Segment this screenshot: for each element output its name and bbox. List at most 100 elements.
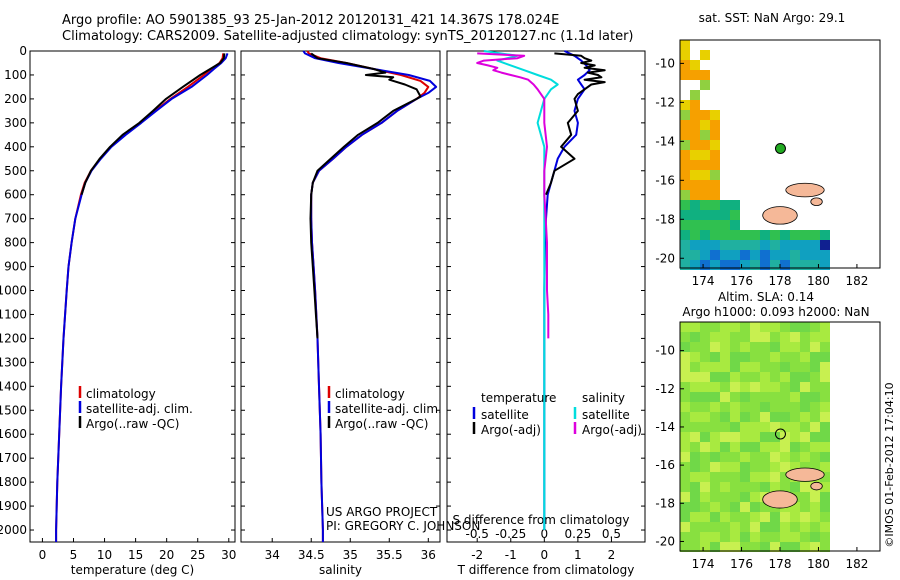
- map-grid-cell: [680, 362, 690, 372]
- map-grid-cell: [680, 442, 690, 452]
- map-grid-cell: [680, 392, 690, 402]
- map-grid-cell: [680, 462, 690, 472]
- map-grid-cell: [690, 472, 700, 482]
- x-tick-label: 35.5: [376, 548, 403, 562]
- sla-map-layer: [680, 322, 830, 552]
- map-y-tick-label: -12: [655, 382, 675, 396]
- map-grid-cell: [820, 522, 830, 532]
- map-grid-cell: [820, 422, 830, 432]
- map-grid-cell: [720, 422, 730, 432]
- map-grid-cell: [730, 240, 740, 250]
- x-tick-label: 35: [343, 548, 358, 562]
- map-grid-cell: [710, 140, 720, 150]
- map-grid-cell: [720, 352, 730, 362]
- map-grid-cell: [760, 442, 770, 452]
- map-grid-cell: [700, 382, 710, 392]
- map-grid-cell: [820, 230, 830, 240]
- map-grid-cell: [800, 542, 810, 552]
- map-grid-cell: [790, 522, 800, 532]
- map-grid-cell: [740, 462, 750, 472]
- legend-heading: temperature: [481, 391, 556, 405]
- map-grid-cell: [700, 392, 710, 402]
- depth-tick-label: 2000: [0, 523, 27, 537]
- map-grid-cell: [810, 422, 820, 432]
- map-grid-cell: [780, 472, 790, 482]
- map-grid-cell: [790, 342, 800, 352]
- map-grid-cell: [690, 170, 700, 180]
- map-grid-cell: [760, 342, 770, 352]
- map-grid-cell: [760, 382, 770, 392]
- map-grid-cell: [790, 442, 800, 452]
- map-grid-cell: [700, 442, 710, 452]
- map-grid-cell: [770, 230, 780, 240]
- map-grid-cell: [820, 362, 830, 372]
- map-x-tick-label: 182: [845, 274, 868, 288]
- map-grid-cell: [820, 402, 830, 412]
- map-grid-cell: [750, 522, 760, 532]
- map-grid-cell: [820, 332, 830, 342]
- map-grid-cell: [800, 502, 810, 512]
- map-grid-cell: [690, 542, 700, 552]
- map-x-tick-label: 176: [730, 557, 753, 571]
- map-grid-cell: [810, 342, 820, 352]
- map-grid-cell: [680, 230, 690, 240]
- map-grid-cell: [690, 422, 700, 432]
- map-grid-cell: [730, 322, 740, 332]
- map-grid-cell: [690, 392, 700, 402]
- map-grid-cell: [690, 452, 700, 462]
- depth-tick-label: 1900: [0, 499, 27, 513]
- map-grid-cell: [730, 472, 740, 482]
- map-grid-cell: [760, 412, 770, 422]
- map-grid-cell: [710, 452, 720, 462]
- map-grid-cell: [730, 522, 740, 532]
- map-grid-cell: [680, 432, 690, 442]
- map-grid-cell: [770, 362, 780, 372]
- series-line: [302, 50, 438, 542]
- x-axis-label: salinity: [319, 563, 362, 577]
- map-grid-cell: [810, 542, 820, 552]
- map-grid-cell: [690, 372, 700, 382]
- map-grid-cell: [680, 160, 690, 170]
- map-grid-cell: [730, 382, 740, 392]
- map-grid-cell: [720, 472, 730, 482]
- map-grid-cell: [710, 200, 720, 210]
- map-grid-cell: [710, 170, 720, 180]
- depth-tick-label: 1800: [0, 475, 27, 489]
- map-grid-cell: [720, 220, 730, 230]
- legend-label: Argo(..raw -QC): [335, 417, 428, 431]
- map-grid-cell: [790, 372, 800, 382]
- map-grid-cell: [720, 402, 730, 412]
- map-y-tick-label: -10: [655, 344, 675, 358]
- x-tick-label: -2: [471, 548, 483, 562]
- map-grid-cell: [690, 100, 700, 110]
- depth-tick-label: 1100: [0, 307, 27, 321]
- map-grid-cell: [800, 372, 810, 382]
- depth-tick-label: 200: [4, 92, 27, 106]
- figure-title-line1: Argo profile: AO 5901385_93 25-Jan-2012 …: [62, 13, 560, 28]
- map-grid-cell: [700, 260, 710, 270]
- map-grid-cell: [740, 432, 750, 442]
- map-grid-cell: [720, 522, 730, 532]
- map-grid-cell: [700, 402, 710, 412]
- map-grid-cell: [800, 442, 810, 452]
- map-grid-cell: [820, 492, 830, 502]
- map-grid-cell: [750, 532, 760, 542]
- depth-tick-label: 1300: [0, 355, 27, 369]
- map-grid-cell: [720, 322, 730, 332]
- map-grid-cell: [790, 482, 800, 492]
- map-grid-cell: [680, 412, 690, 422]
- map-grid-cell: [710, 190, 720, 200]
- map-grid-cell: [740, 362, 750, 372]
- map-grid-cell: [810, 502, 820, 512]
- map-grid-cell: [790, 322, 800, 332]
- map-grid-cell: [680, 422, 690, 432]
- map-grid-cell: [700, 452, 710, 462]
- map-grid-cell: [720, 492, 730, 502]
- depth-tick-label: 500: [4, 164, 27, 178]
- map-grid-cell: [770, 392, 780, 402]
- map-x-tick-label: 174: [692, 557, 715, 571]
- map-grid-cell: [790, 352, 800, 362]
- map-grid-cell: [790, 422, 800, 432]
- map-grid-cell: [770, 260, 780, 270]
- map-grid-cell: [740, 250, 750, 260]
